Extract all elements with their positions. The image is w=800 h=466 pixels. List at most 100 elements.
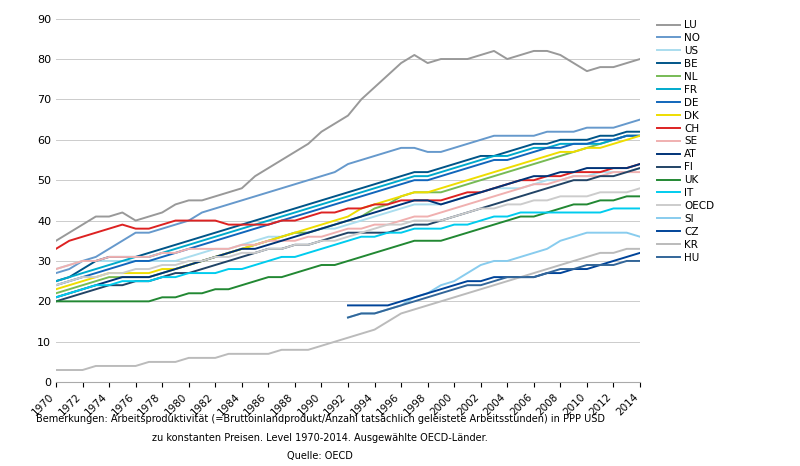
- Line: AT: AT: [56, 164, 640, 297]
- OECD: [78, 274, 87, 280]
- KR: [144, 359, 154, 365]
- LU: [330, 121, 339, 126]
- KR: [210, 355, 220, 361]
- SE: [423, 214, 433, 219]
- AT: [277, 238, 286, 244]
- LU: [582, 69, 592, 74]
- FI: [343, 230, 353, 235]
- HU: [529, 274, 538, 280]
- DE: [609, 137, 618, 143]
- DE: [595, 137, 605, 143]
- OECD: [609, 190, 618, 195]
- HU: [675, 258, 685, 264]
- UK: [436, 238, 446, 244]
- HU: [343, 315, 353, 320]
- NL: [450, 185, 459, 191]
- DE: [277, 218, 286, 223]
- LU: [91, 214, 101, 219]
- AT: [370, 210, 379, 215]
- DK: [224, 250, 234, 256]
- BE: [330, 193, 339, 199]
- UK: [622, 193, 631, 199]
- IT: [450, 222, 459, 227]
- BE: [595, 133, 605, 138]
- CZ: [569, 266, 578, 272]
- FI: [210, 262, 220, 268]
- US: [263, 234, 273, 240]
- FI: [357, 230, 366, 235]
- NO: [263, 190, 273, 195]
- IT: [170, 274, 180, 280]
- SE: [383, 222, 393, 227]
- CZ: [582, 266, 592, 272]
- DE: [516, 153, 526, 159]
- IT: [237, 266, 246, 272]
- CH: [622, 165, 631, 171]
- AT: [490, 185, 499, 191]
- CH: [197, 218, 206, 223]
- US: [609, 169, 618, 175]
- LU: [343, 113, 353, 118]
- LU: [450, 56, 459, 62]
- US: [224, 246, 234, 252]
- NO: [78, 258, 87, 264]
- SI: [370, 311, 379, 316]
- CZ: [555, 270, 565, 276]
- UK: [303, 266, 313, 272]
- FR: [224, 230, 234, 235]
- SE: [436, 210, 446, 215]
- SI: [450, 278, 459, 284]
- CZ: [609, 258, 618, 264]
- FI: [569, 178, 578, 183]
- KR: [516, 274, 526, 280]
- CH: [582, 169, 592, 175]
- CZ: [529, 274, 538, 280]
- BE: [609, 133, 618, 138]
- FI: [263, 246, 273, 252]
- NO: [91, 254, 101, 260]
- HU: [768, 258, 778, 264]
- AT: [91, 282, 101, 288]
- BE: [370, 181, 379, 187]
- DE: [118, 262, 127, 268]
- FR: [450, 165, 459, 171]
- NL: [158, 270, 167, 276]
- DK: [462, 178, 472, 183]
- HU: [502, 274, 512, 280]
- DK: [542, 153, 552, 159]
- BE: [396, 173, 406, 179]
- DK: [370, 202, 379, 207]
- KR: [303, 347, 313, 353]
- FI: [224, 258, 234, 264]
- IT: [144, 278, 154, 284]
- DK: [250, 242, 260, 247]
- BE: [65, 274, 74, 280]
- OECD: [357, 230, 366, 235]
- US: [582, 173, 592, 179]
- US: [383, 210, 393, 215]
- Line: IT: IT: [56, 208, 640, 297]
- NL: [51, 290, 61, 296]
- LU: [317, 129, 326, 135]
- Line: HU: HU: [348, 261, 800, 317]
- CH: [144, 226, 154, 232]
- AT: [78, 287, 87, 292]
- CH: [462, 190, 472, 195]
- SI: [383, 307, 393, 312]
- BE: [184, 238, 194, 244]
- CZ: [728, 246, 738, 252]
- OECD: [317, 238, 326, 244]
- DE: [210, 238, 220, 244]
- KR: [502, 278, 512, 284]
- DE: [144, 258, 154, 264]
- NL: [622, 133, 631, 138]
- DK: [383, 198, 393, 203]
- UK: [118, 299, 127, 304]
- UK: [370, 250, 379, 256]
- SE: [197, 246, 206, 252]
- KR: [450, 295, 459, 300]
- BE: [131, 254, 141, 260]
- Line: NL: NL: [56, 136, 640, 293]
- FR: [51, 278, 61, 284]
- CZ: [742, 246, 751, 252]
